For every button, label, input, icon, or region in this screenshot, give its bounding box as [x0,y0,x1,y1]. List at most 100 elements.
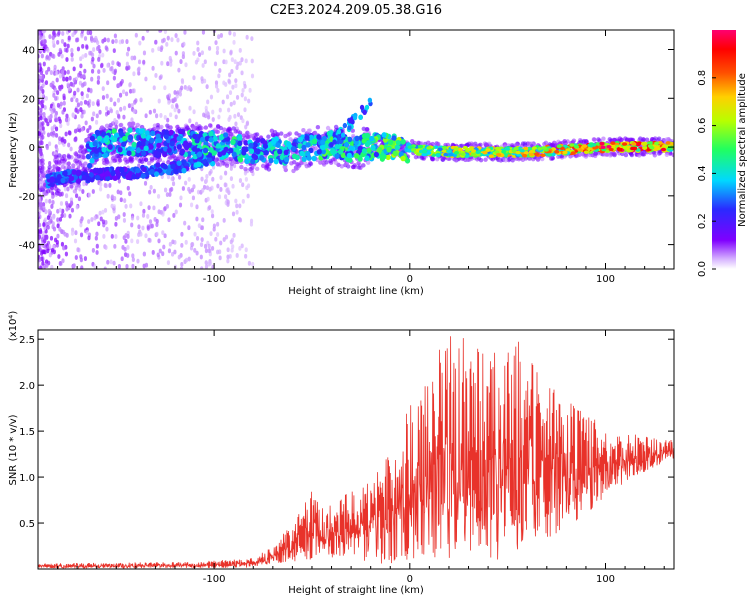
heatmap-ridge-cell [259,154,265,161]
heatmap-halo-cell [419,141,424,146]
heatmap-noise-cell [81,189,85,194]
heatmap-noise-cell [139,201,143,207]
heatmap-noise-cell [155,222,159,228]
heatmap-noise-cell [95,231,99,237]
heatmap-halo-cell [475,157,480,162]
heatmap-noise-cell [155,113,159,119]
heatmap-noise-cell [124,203,128,209]
heatmap-halo-cell [299,160,304,165]
heatmap-noise-cell [125,263,129,269]
heatmap-noise-cell [108,183,112,188]
heatmap-noise-cell [82,181,86,187]
heatmap-ridge-cell [96,135,103,142]
heatmap-noise-cell [39,265,43,269]
heatmap-noise-cell [194,121,199,127]
heatmap-feature-cell [347,118,353,124]
heatmap-noise-cell [218,255,222,261]
heatmap-noise-cell [222,48,226,54]
colorbar-label: Normalized spectral amplitude [737,73,748,227]
heatmap-noise-cell [200,225,205,231]
heatmap-noise-cell [177,254,181,260]
heatmap-noise-cell [83,256,88,261]
heatmap-ridge-cell [179,148,186,155]
heatmap-halo-cell [283,165,288,170]
heatmap-noise-cell [174,114,178,120]
heatmap-noise-cell [204,109,209,114]
heatmap-noise-cell [55,117,59,123]
heatmap-ridge-cell [166,147,172,154]
heatmap-ridge-cell [220,149,227,156]
heatmap-ridge-cell [631,142,637,146]
heatmap-noise-cell [216,221,220,227]
heatmap-noise-cell [217,34,221,40]
heatmap-noise-cell [90,76,94,82]
heatmap-ridge-cell [647,141,653,145]
heatmap-halo-cell [105,160,110,165]
heatmap-ridge-cell [150,130,156,137]
heatmap-ridge-cell [660,147,667,152]
heatmap-noise-cell [170,251,175,257]
heatmap-ridge-cell [361,148,368,154]
heatmap-noise-cell [52,130,56,136]
heatmap-noise-cell [55,77,59,83]
heatmap-noise-cell [206,114,211,120]
heatmap-noise-cell [157,238,161,244]
heatmap-ridge-cell [121,141,127,148]
heatmap-noise-cell [105,93,109,99]
heatmap-ridge-cell [237,156,244,163]
heatmap-ridge-cell [400,155,406,162]
heatmap-halo-cell [131,127,136,133]
heatmap-halo-cell [191,126,196,131]
heatmap-ridge-cell [252,154,259,161]
heatmap-noise-cell [96,46,100,51]
heatmap-noise-cell [48,34,52,39]
heatmap-ridge-cell [391,135,397,141]
heatmap-noise-cell [90,68,95,74]
heatmap-noise-cell [102,68,106,73]
heatmap-noise-cell [195,204,199,210]
heatmap-ridge-cell [263,149,269,156]
heatmap-noise-cell [151,65,155,71]
heatmap-noise-cell [59,123,63,129]
heatmap-noise-cell [141,212,146,218]
heatmap-ridge-cell [122,135,128,142]
heatmap-ridge-cell [654,141,660,146]
heatmap-branch-cell [81,174,87,181]
heatmap-halo-cell [62,153,67,159]
heatmap-branch-cell [135,167,141,174]
heatmap-noise-cell [81,43,85,49]
heatmap-halo-cell [671,152,674,158]
heatmap-ridge-cell [475,150,481,155]
heatmap-noise-cell [90,116,94,122]
heatmap-ridge-cell [528,150,534,154]
heatmap-noise-cell [123,198,127,204]
heatmap-noise-cell [77,72,81,78]
heatmap-halo-cell [279,131,284,136]
heatmap-ridge-cell [448,152,454,157]
heatmap-noise-cell [124,233,128,238]
heatmap-noise-cell [38,98,41,103]
heatmap-noise-cell [86,100,90,106]
heatmap-ridge-cell [304,134,310,141]
heatmap-noise-cell [142,208,146,214]
heatmap-noise-cell [59,201,64,206]
heatmap-noise-cell [78,186,82,192]
heatmap-noise-cell [144,113,148,119]
heatmap-noise-cell [204,260,208,266]
heatmap-noise-cell [130,117,134,123]
heatmap-noise-cell [141,35,145,41]
heatmap-noise-cell [88,125,92,130]
heatmap-ridge-cell [93,148,100,154]
heatmap-halo-cell [623,152,629,158]
heatmap-halo-cell [71,163,76,168]
heatmap-ridge-cell [385,154,391,161]
heatmap-noise-cell [61,208,65,214]
heatmap-noise-cell [233,113,237,119]
heatmap-noise-cell [80,33,84,39]
heatmap-noise-cell [126,245,130,250]
heatmap-ridge-cell [337,149,344,155]
heatmap-noise-cell [245,34,249,40]
heatmap-noise-cell [104,220,108,225]
heatmap-ridge-cell [128,135,134,141]
